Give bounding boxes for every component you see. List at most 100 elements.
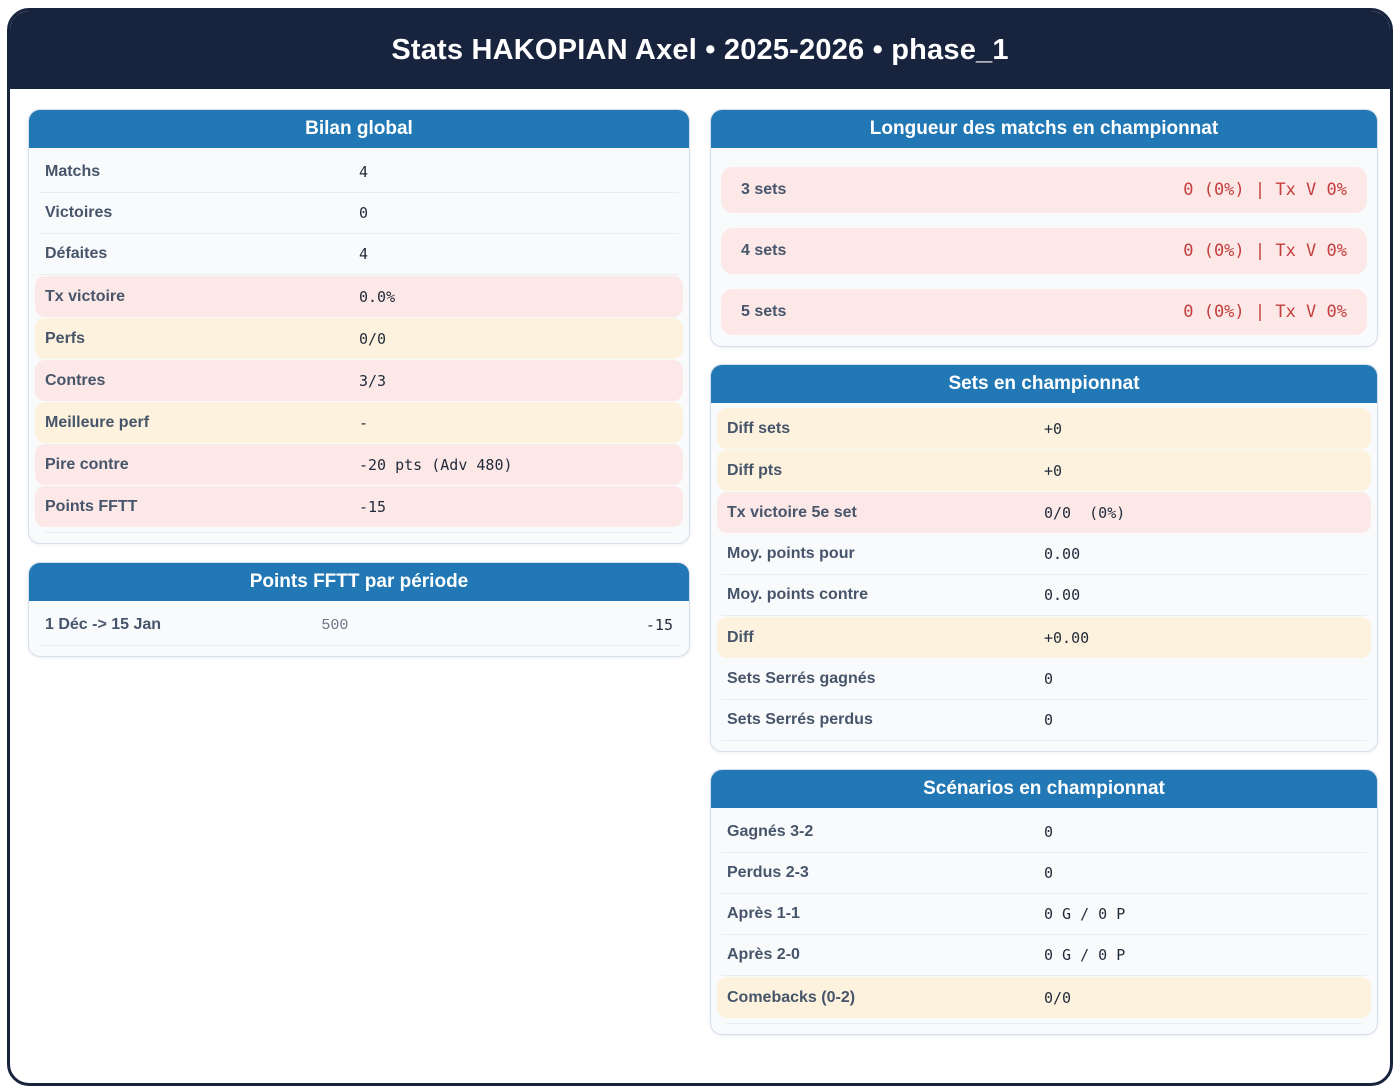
row-label: Moy. points pour xyxy=(727,545,855,562)
row-value: 0 G / 0 P xyxy=(1044,946,1126,964)
row-label: 5 sets xyxy=(741,303,787,320)
stat-row: Perdus 2-3 0 xyxy=(721,853,1367,894)
stat-row: Contres 3/3 xyxy=(35,360,683,401)
stat-row: Points FFTT -15 xyxy=(35,486,683,527)
card-points-fftt-periode-title: Points FFTT par période xyxy=(29,563,689,601)
row-value: -15 xyxy=(645,616,673,634)
row-value: 0 xyxy=(359,204,369,222)
row-label: Victoires xyxy=(45,204,113,221)
card-sets-championnat-title: Sets en championnat xyxy=(711,365,1377,403)
row-value: 0 (0%) | Tx V 0% xyxy=(1183,302,1347,322)
content-area: Bilan global Matchs 4 Victoires 0 Défaites 4 T… xyxy=(10,89,1390,1035)
stat-row: Sets Serrés perdus 0 xyxy=(721,700,1367,741)
row-label: Comebacks (0-2) xyxy=(727,988,856,1006)
stat-row: Diff pts +0 xyxy=(717,450,1371,491)
row-label: Après 2-0 xyxy=(727,946,800,963)
row-value: 0.00 xyxy=(1044,586,1081,604)
row-label: Meilleure perf xyxy=(45,413,150,431)
stat-row: Victoires 0 xyxy=(39,193,679,234)
stat-row: Comebacks (0-2) 0/0 xyxy=(717,977,1371,1018)
stat-row: Tx victoire 5e set 0/0 (0%) xyxy=(717,492,1371,533)
row-label: Tx victoire xyxy=(45,287,126,305)
stat-row: Après 1-1 0 G / 0 P xyxy=(721,894,1367,935)
stat-row: Diff +0.00 xyxy=(717,617,1371,658)
row-label: Sets Serrés gagnés xyxy=(727,670,876,687)
row-label: Points FFTT xyxy=(45,497,138,515)
row-value: +0 xyxy=(1044,419,1063,438)
stat-row: Meilleure perf - xyxy=(35,402,683,443)
row-value: 0 xyxy=(1044,670,1054,688)
page-title: Stats HAKOPIAN Axel • 2025-2026 • phase_… xyxy=(391,33,1009,66)
row-label: Perdus 2-3 xyxy=(727,864,809,881)
row-value: -20 pts (Adv 480) xyxy=(359,455,513,474)
card-scenarios-championnat-title: Scénarios en championnat xyxy=(711,770,1377,808)
stat-row: Moy. points pour 0.00 xyxy=(721,534,1367,575)
stat-row: 4 sets 0 (0%) | Tx V 0% xyxy=(721,228,1367,274)
stat-row: Sets Serrés gagnés 0 xyxy=(721,659,1367,700)
row-label: Perfs xyxy=(45,329,86,347)
row-label: Diff xyxy=(727,628,754,646)
row-value: 0 (0%) | Tx V 0% xyxy=(1183,241,1347,261)
card-longueur-matchs: Longueur des matchs en championnat 3 set… xyxy=(710,109,1378,347)
row-value: +0 xyxy=(1044,461,1063,480)
stat-row: Matchs 4 xyxy=(39,152,679,193)
row-value: 0/0 xyxy=(1044,988,1072,1007)
row-value: 0 xyxy=(1044,711,1054,729)
row-label: 1 Déc -> 15 Jan xyxy=(45,616,162,633)
card-sets-championnat: Sets en championnat Diff sets +0 Diff pts +… xyxy=(710,364,1378,752)
stat-row: Défaites 4 xyxy=(39,234,679,275)
card-sets-championnat-body: Diff sets +0 Diff pts +0 Tx victoire 5e set 0… xyxy=(711,403,1377,751)
stat-row: Après 2-0 0 G / 0 P xyxy=(721,935,1367,976)
row-value: 0 G / 0 P xyxy=(1044,905,1126,923)
right-column: Longueur des matchs en championnat 3 set… xyxy=(710,109,1378,1035)
row-value: 0/0 xyxy=(359,329,387,348)
row-mid-value: 500 xyxy=(321,616,349,634)
card-points-fftt-periode: Points FFTT par période 1 Déc -> 15 Jan 5… xyxy=(28,562,690,657)
card-bilan-global: Bilan global Matchs 4 Victoires 0 Défaites 4 T… xyxy=(28,109,690,544)
card-scenarios-championnat: Scénarios en championnat Gagnés 3-2 0 Perd… xyxy=(710,769,1378,1035)
row-value: 3/3 xyxy=(359,371,387,390)
card-points-fftt-periode-body: 1 Déc -> 15 Jan 500 -15 xyxy=(29,601,689,656)
stat-row: Gagnés 3-2 0 xyxy=(721,812,1367,853)
card-longueur-matchs-title: Longueur des matchs en championnat xyxy=(711,110,1377,148)
card-bilan-global-title: Bilan global xyxy=(29,110,689,148)
row-value: +0.00 xyxy=(1044,628,1090,647)
row-value: 0 (0%) | Tx V 0% xyxy=(1183,180,1347,200)
row-value: 0/0 (0%) xyxy=(1044,503,1126,522)
card-longueur-matchs-body: 3 sets 0 (0%) | Tx V 0% 4 sets 0 (0%) | Tx … xyxy=(711,148,1377,346)
row-label: Diff pts xyxy=(727,461,783,479)
stat-row: 3 sets 0 (0%) | Tx V 0% xyxy=(721,167,1367,213)
stat-row: Moy. points contre 0.00 xyxy=(721,575,1367,616)
stat-row: Tx victoire 0.0% xyxy=(35,276,683,317)
stat-row: Diff sets +0 xyxy=(717,408,1371,449)
row-label: Gagnés 3-2 xyxy=(727,823,814,840)
row-value: -15 xyxy=(359,497,387,516)
left-column: Bilan global Matchs 4 Victoires 0 Défaites 4 T… xyxy=(28,109,690,657)
row-label: Tx victoire 5e set xyxy=(727,503,857,521)
stat-row: Pire contre -20 pts (Adv 480) xyxy=(35,444,683,485)
row-label: 4 sets xyxy=(741,242,787,259)
row-label: 3 sets xyxy=(741,181,787,198)
page-header: Stats HAKOPIAN Axel • 2025-2026 • phase_… xyxy=(10,11,1390,89)
row-label: Matchs xyxy=(45,163,101,180)
row-label: Moy. points contre xyxy=(727,586,869,603)
stat-row: 1 Déc -> 15 Jan 500 -15 xyxy=(39,605,679,646)
row-label: Pire contre xyxy=(45,455,129,473)
row-label: Contres xyxy=(45,371,106,389)
row-value: 0.00 xyxy=(1044,545,1081,563)
row-label: Défaites xyxy=(45,245,108,262)
row-separator xyxy=(727,1023,1361,1024)
row-value: 4 xyxy=(359,163,369,181)
card-bilan-global-body: Matchs 4 Victoires 0 Défaites 4 Tx victoire 0.0… xyxy=(29,148,689,543)
row-value: 0 xyxy=(1044,823,1054,841)
row-separator xyxy=(45,532,673,533)
row-value: 4 xyxy=(359,245,369,263)
card-scenarios-championnat-body: Gagnés 3-2 0 Perdus 2-3 0 Après 1-1 0 G / 0 P… xyxy=(711,808,1377,1034)
stats-page: Stats HAKOPIAN Axel • 2025-2026 • phase_… xyxy=(7,8,1393,1086)
row-value: 0.0% xyxy=(359,287,396,306)
stat-row: Perfs 0/0 xyxy=(35,318,683,359)
row-value: - xyxy=(359,413,369,432)
row-label: Diff sets xyxy=(727,419,791,437)
row-label: Après 1-1 xyxy=(727,905,800,922)
row-label: Sets Serrés perdus xyxy=(727,711,873,728)
